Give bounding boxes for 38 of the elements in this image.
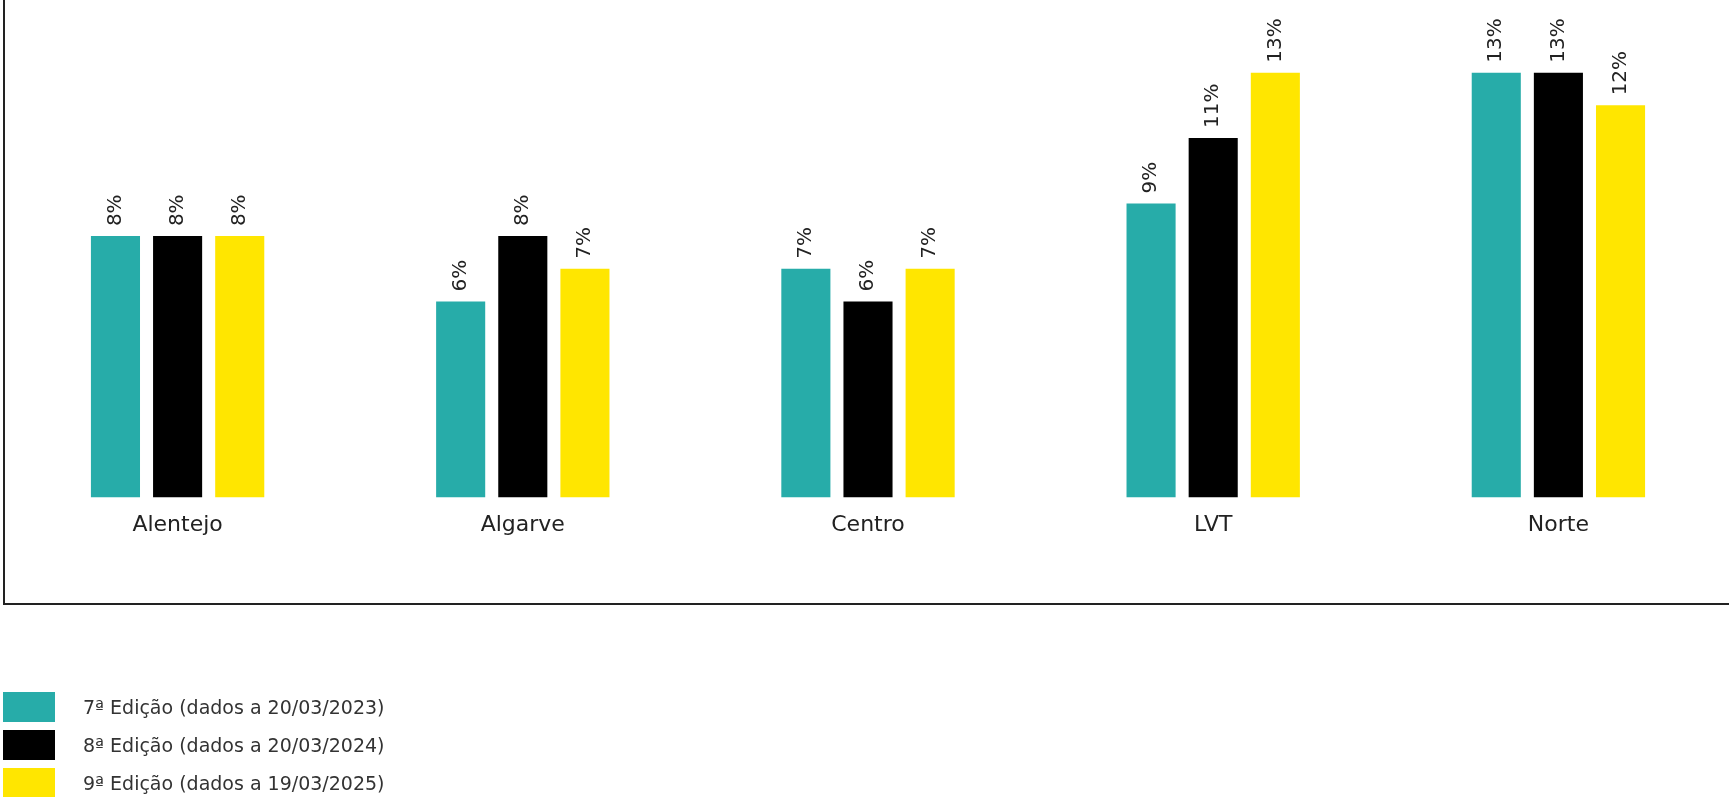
bar <box>1471 72 1521 498</box>
data-label: 8% <box>509 194 533 227</box>
data-label: 12% <box>1606 50 1631 96</box>
bar <box>1126 203 1176 498</box>
x-tick-label: LVT <box>1194 510 1233 536</box>
data-label: 13% <box>1544 18 1569 63</box>
bar <box>1250 72 1300 498</box>
legend-label: 9ª Edição (dados a 19/03/2025) <box>83 772 385 794</box>
bar <box>1595 105 1646 498</box>
data-label: 7% <box>792 227 817 259</box>
bar <box>905 268 955 498</box>
data-label: 9% <box>1137 161 1162 194</box>
data-label: 13% <box>1261 18 1286 63</box>
bar <box>781 268 831 498</box>
data-label: 13% <box>1482 18 1507 63</box>
data-label: 8% <box>101 194 126 227</box>
data-label: 8% <box>163 194 188 227</box>
bar <box>215 236 265 498</box>
data-label: 8% <box>225 194 250 227</box>
bar <box>90 236 141 498</box>
x-tick-label: Norte <box>1527 510 1589 536</box>
data-label: 11% <box>1199 83 1224 129</box>
bar <box>843 301 893 498</box>
data-label: 7% <box>916 227 941 259</box>
data-label: 7% <box>571 227 596 259</box>
bar <box>1188 138 1238 498</box>
bar <box>153 236 203 498</box>
legend-label: 8ª Edição (dados a 20/03/2024) <box>83 734 385 756</box>
legend-label: 7ª Edição (dados a 20/03/2023) <box>83 696 385 718</box>
bar <box>498 236 548 498</box>
x-tick-label: Alentejo <box>132 510 223 536</box>
bar <box>560 268 610 498</box>
bar <box>436 301 486 498</box>
data-label: 6% <box>854 259 879 292</box>
data-label: 6% <box>446 259 471 292</box>
x-tick-label: Centro <box>831 510 905 536</box>
x-tick-label: Algarve <box>480 510 565 536</box>
bar <box>1533 72 1583 498</box>
